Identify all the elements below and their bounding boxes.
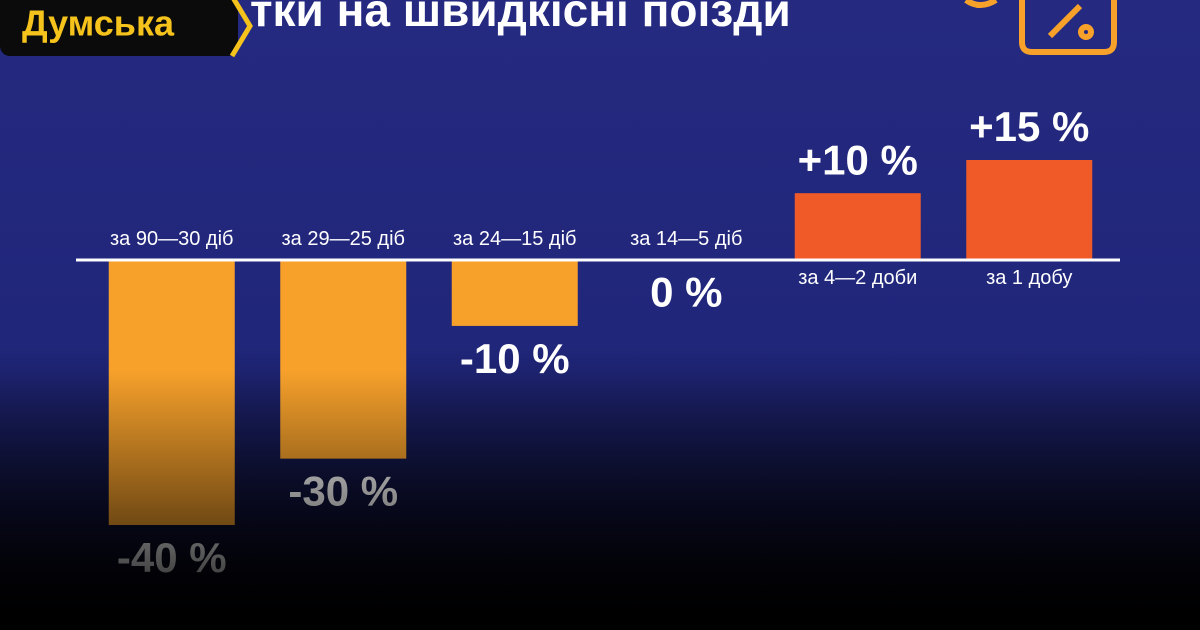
percent-icon bbox=[964, 0, 1117, 55]
x-tick-label: за 29—25 діб bbox=[282, 228, 405, 250]
x-tick-label: за 1 добу bbox=[986, 267, 1072, 289]
bar bbox=[451, 259, 578, 326]
icon-slash bbox=[1047, 3, 1083, 39]
fade-overlay bbox=[0, 370, 1200, 630]
bar bbox=[966, 160, 1093, 260]
logo-chevron bbox=[229, 0, 253, 58]
icon-frame bbox=[1019, 0, 1117, 55]
x-tick-label: за 24—15 діб bbox=[453, 228, 576, 250]
logo-text: Думська bbox=[22, 3, 175, 44]
value-label: +15 % bbox=[969, 103, 1089, 150]
icon-dot bbox=[1078, 24, 1094, 40]
value-label: 0 % bbox=[650, 269, 722, 316]
icon-arc bbox=[964, 0, 998, 8]
x-tick-label: за 90—30 діб bbox=[110, 228, 233, 250]
logo-box bbox=[0, 0, 238, 56]
bar bbox=[794, 193, 921, 260]
chart-title: тки на швидкісні поїзди bbox=[250, 0, 791, 36]
x-tick-label: за 14—5 діб bbox=[630, 228, 742, 250]
logo: Думська bbox=[0, 0, 253, 58]
x-tick-label: за 4—2 доби bbox=[798, 267, 917, 289]
value-label: +10 % bbox=[798, 136, 918, 183]
